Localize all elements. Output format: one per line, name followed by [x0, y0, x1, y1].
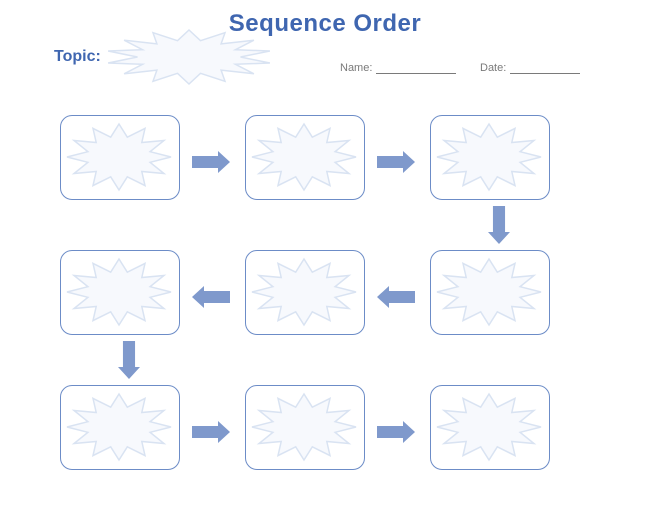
arrow-6-down — [110, 345, 148, 380]
arrow-1-right — [192, 147, 230, 182]
date-input-line[interactable] — [510, 73, 580, 74]
date-field: Date: — [480, 62, 580, 74]
sequence-box-8[interactable] — [245, 385, 365, 470]
sequence-box-4[interactable] — [60, 250, 180, 335]
page-title: Sequence Order — [0, 10, 650, 38]
box-starburst-shape — [65, 257, 173, 327]
sequence-box-9[interactable] — [430, 385, 550, 470]
box-starburst-shape — [435, 122, 543, 192]
sequence-box-7[interactable] — [60, 385, 180, 470]
topic-starburst-shape — [104, 28, 274, 86]
name-label: Name: — [340, 62, 372, 74]
box-starburst-shape — [65, 122, 173, 192]
box-starburst-shape — [435, 257, 543, 327]
name-field: Name: — [340, 62, 456, 74]
topic-label: Topic: — [54, 48, 101, 65]
arrow-4-left — [377, 282, 415, 317]
box-starburst-shape — [250, 257, 358, 327]
arrow-3-down — [480, 210, 518, 245]
arrow-8-right — [377, 417, 415, 452]
name-input-line[interactable] — [376, 73, 456, 74]
sequence-box-2[interactable] — [245, 115, 365, 200]
box-starburst-shape — [435, 392, 543, 462]
arrow-7-right — [192, 417, 230, 452]
arrow-2-right — [377, 147, 415, 182]
date-label: Date: — [480, 62, 506, 74]
sequence-box-3[interactable] — [430, 115, 550, 200]
sequence-box-1[interactable] — [60, 115, 180, 200]
arrow-5-left — [192, 282, 230, 317]
box-starburst-shape — [250, 392, 358, 462]
box-starburst-shape — [250, 122, 358, 192]
topic-section: Topic: — [54, 48, 101, 66]
box-starburst-shape — [65, 392, 173, 462]
sequence-box-6[interactable] — [430, 250, 550, 335]
sequence-box-5[interactable] — [245, 250, 365, 335]
